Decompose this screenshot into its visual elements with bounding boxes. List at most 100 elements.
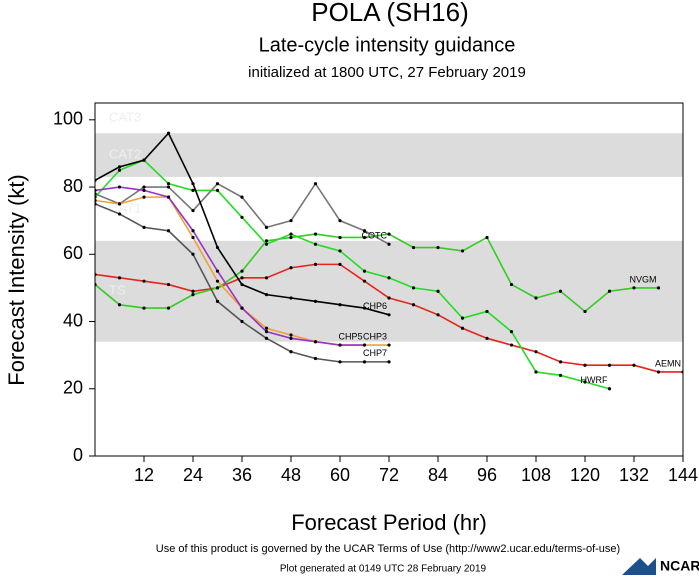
series-point xyxy=(607,387,612,391)
series-point xyxy=(117,212,122,216)
series-point xyxy=(338,249,342,253)
series-point xyxy=(240,269,244,273)
series-point xyxy=(632,286,636,290)
plot-frame xyxy=(94,102,684,457)
band-label: CAT2 xyxy=(109,147,141,162)
series-point xyxy=(436,289,440,293)
series-point xyxy=(117,185,122,189)
series-point xyxy=(460,316,465,320)
series-point xyxy=(387,276,391,280)
series-point xyxy=(338,219,342,223)
x-tick-label: 24 xyxy=(183,465,203,485)
x-tick-label: 60 xyxy=(330,465,350,485)
series-point xyxy=(632,363,636,367)
series-point xyxy=(338,360,342,364)
series-point xyxy=(264,225,269,229)
series-point xyxy=(338,303,342,307)
logo-icon xyxy=(622,558,656,575)
series-point xyxy=(289,219,293,223)
series-point xyxy=(142,185,146,189)
series-point xyxy=(387,313,391,317)
series-point xyxy=(387,343,391,347)
series-point xyxy=(166,306,171,310)
series-point xyxy=(607,289,612,293)
series-point xyxy=(117,303,122,307)
series-point xyxy=(338,262,342,266)
x-tick-label: 108 xyxy=(521,465,551,485)
series-point xyxy=(117,168,122,172)
series-point xyxy=(289,336,293,340)
series-label: HWRF xyxy=(581,375,608,385)
y-tick-label: 80 xyxy=(63,176,83,196)
series-point xyxy=(313,299,318,303)
series-point xyxy=(362,279,367,283)
series-label: CHP6 xyxy=(363,301,387,311)
series-point xyxy=(264,239,269,243)
series-line xyxy=(95,233,659,313)
series-label: CHP7 xyxy=(363,348,387,358)
series-point xyxy=(362,360,367,364)
chart-subtitle: Late-cycle intensity guidance xyxy=(259,34,516,56)
series-point xyxy=(264,336,269,340)
series-point xyxy=(534,296,538,300)
logo-text: NCAR xyxy=(660,558,699,574)
series-point xyxy=(142,306,146,310)
series-point xyxy=(338,343,342,347)
series-point xyxy=(558,373,563,377)
series-point xyxy=(240,306,244,310)
series-point xyxy=(289,266,293,270)
x-tick-label: 144 xyxy=(668,465,698,485)
series-point xyxy=(289,333,293,337)
series-point xyxy=(191,289,195,293)
series-point xyxy=(485,336,489,340)
series-point xyxy=(215,188,220,193)
series-point xyxy=(509,343,514,347)
init-text: initialized at 1800 UTC, 27 February 201… xyxy=(248,64,526,81)
series-point xyxy=(558,360,563,364)
x-tick-label: 12 xyxy=(134,465,154,485)
series-point xyxy=(166,131,171,135)
intensity-band xyxy=(95,176,683,241)
series-point xyxy=(240,195,244,199)
intensity-band xyxy=(95,240,683,342)
series-point xyxy=(362,229,367,233)
generated-text: Plot generated at 0149 UTC 28 February 2… xyxy=(280,564,487,575)
series-point xyxy=(362,343,367,347)
x-tick-label: 96 xyxy=(477,465,497,485)
band-label: TS xyxy=(109,283,126,298)
series-line xyxy=(95,159,610,390)
series-point xyxy=(509,330,514,334)
series-point xyxy=(191,252,195,256)
series-point xyxy=(387,360,391,364)
x-tick-label: 120 xyxy=(570,465,600,485)
series-point xyxy=(142,195,146,199)
series-point xyxy=(166,182,171,186)
series-point xyxy=(289,235,293,240)
series-point xyxy=(656,286,661,290)
series-point xyxy=(485,235,489,240)
series-point xyxy=(656,370,661,374)
series-point xyxy=(289,350,293,354)
series-point xyxy=(264,330,269,334)
series-point xyxy=(362,269,367,273)
series-point xyxy=(166,185,171,189)
series-point xyxy=(264,276,269,280)
x-tick-label: 72 xyxy=(379,465,399,485)
y-tick-label: 20 xyxy=(63,378,83,398)
series-point xyxy=(240,319,244,324)
series-point xyxy=(509,282,514,287)
series-point xyxy=(240,282,244,287)
series-point xyxy=(460,326,465,330)
series-point xyxy=(289,232,293,236)
x-tick-label: 132 xyxy=(619,465,649,485)
series-point xyxy=(142,225,146,229)
series-label: CHP3 xyxy=(363,331,387,341)
series-point xyxy=(583,309,587,314)
series-point xyxy=(264,326,269,330)
series-point xyxy=(117,276,122,280)
series-label: NVGM xyxy=(630,274,657,284)
series-point xyxy=(436,313,440,317)
series-point xyxy=(387,242,391,246)
series-point xyxy=(534,350,538,354)
